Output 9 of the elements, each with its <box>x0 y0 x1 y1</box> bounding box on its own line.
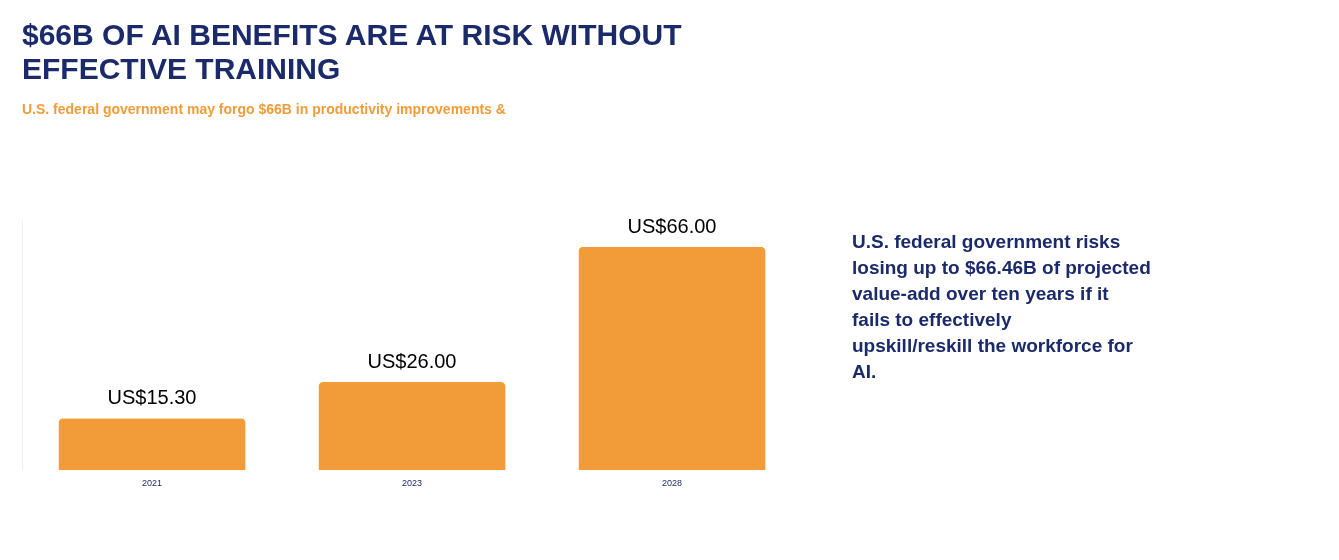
data-label: US$66.00 <box>627 214 717 237</box>
chart-title: $66B OF AI BENEFITS ARE AT RISK WITHOUT EFFECTIVE TRAINING <box>22 17 682 85</box>
text: U.S. federal government risks losing up to $66.46B of projected value-add over ten years if it fails to effectively upskill/reskill the workforce for AI. <box>852 231 1151 382</box>
data-label: US$15.30 <box>107 386 197 409</box>
data-label: US$26.00 <box>367 350 457 373</box>
chart-subtitle: U.S. federal government may forgo $66B in productivity improvements & <box>22 100 506 117</box>
x-tick-label: 2021 <box>141 477 163 488</box>
x-tick-label: 2023 <box>401 477 423 488</box>
x-tick-label: 2028 <box>661 477 683 488</box>
